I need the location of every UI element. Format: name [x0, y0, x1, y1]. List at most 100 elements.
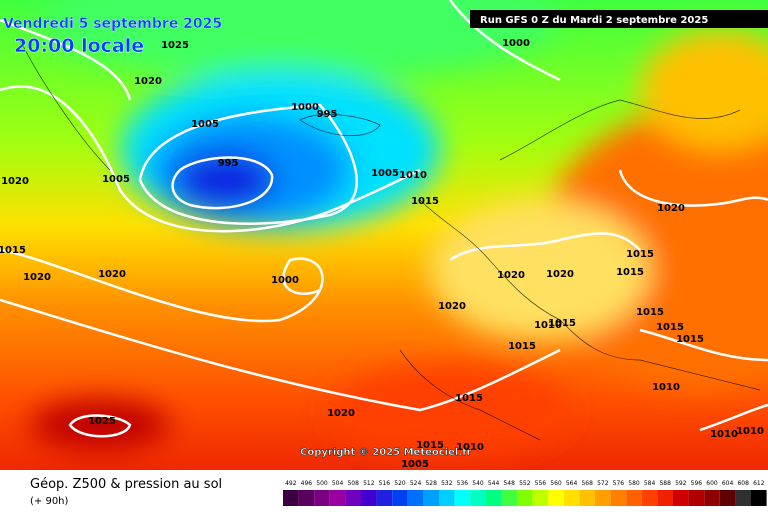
- scale-swatch: [751, 490, 767, 506]
- isobar-label: 1025: [88, 416, 116, 427]
- isobar-label: 1005: [401, 459, 429, 470]
- scale-label: 604: [722, 480, 734, 487]
- scale-swatch: [579, 490, 595, 506]
- scale-label: 556: [535, 480, 547, 487]
- scale-swatch: [719, 490, 736, 506]
- isobars: [0, 0, 768, 436]
- scale-swatch: [392, 490, 408, 506]
- scale-label: 564: [566, 480, 578, 487]
- scale-swatch: [423, 490, 439, 506]
- isobar-label: 1015: [676, 334, 704, 345]
- scale-label: 500: [316, 480, 328, 487]
- isobar-label: 1015: [548, 318, 576, 329]
- isobar-label: 1005: [371, 168, 399, 179]
- scale-swatch: [345, 490, 361, 506]
- scale-swatch: [657, 490, 673, 506]
- scale-swatch: [454, 490, 471, 506]
- isobar-label: 1015: [455, 393, 483, 404]
- color-scale: 492 496 500 504 508 512 516 520 524 528 532 536 540 5…: [283, 480, 767, 506]
- scale-swatch: [376, 490, 393, 506]
- scale-label: 592: [675, 480, 687, 487]
- forecast-time: 20:00 locale: [14, 35, 144, 57]
- scale-label: 612: [753, 480, 765, 487]
- isobar-label: 1015: [656, 322, 684, 333]
- scale-label: 548: [503, 480, 515, 487]
- scale-label: 504: [332, 480, 344, 487]
- isobar-label: 1010: [456, 442, 484, 453]
- copyright: Copyright © 2025 Meteociel.fr: [300, 447, 471, 458]
- scale-label: 584: [644, 480, 656, 487]
- run-banner: [470, 10, 768, 28]
- scale-swatch: [626, 490, 642, 506]
- scale-label: 536: [457, 480, 469, 487]
- isobar-label: 1005: [102, 174, 130, 185]
- isobar-label: 1010: [399, 170, 427, 181]
- scale-label: 568: [581, 480, 593, 487]
- scale-swatch: [517, 490, 533, 506]
- scale-swatch: [470, 490, 486, 506]
- isobar-label: 1015: [416, 440, 444, 451]
- isobar-label: 1015: [508, 341, 536, 352]
- isobar-label: 1020: [1, 176, 29, 187]
- scale-label: 588: [659, 480, 671, 487]
- scale-swatch: [595, 490, 611, 506]
- isobar-label: 1020: [98, 269, 126, 280]
- isobar-label: 1015: [636, 307, 664, 318]
- footer-title: Géop. Z500 & pression au sol: [30, 477, 222, 492]
- scale-swatch: [329, 490, 346, 506]
- scale-swatch: [610, 490, 627, 506]
- isobar-label: 1010: [652, 382, 680, 393]
- isobar-label: 1020: [134, 76, 162, 87]
- scale-label: 512: [363, 480, 375, 487]
- scale-label: 508: [347, 480, 359, 487]
- scale-label: 544: [488, 480, 500, 487]
- footer-lead: (+ 90h): [30, 496, 69, 507]
- scale-swatch: [735, 490, 751, 506]
- scale-swatch: [548, 490, 564, 506]
- isobar-label: 1020: [657, 203, 685, 214]
- scale-label: 492: [285, 480, 297, 487]
- isobar-label: 1010: [710, 429, 738, 440]
- isobar-label: 1000: [271, 275, 299, 286]
- isobar-label: 1010: [534, 320, 562, 331]
- scale-label: 528: [425, 480, 437, 487]
- scale-swatch: [314, 490, 330, 506]
- scale-label: 524: [410, 480, 422, 487]
- isobar-label: 1005: [191, 119, 219, 130]
- isobar-label: 1020: [327, 408, 355, 419]
- run-info: Run GFS 0 Z du Mardi 2 septembre 2025: [480, 15, 708, 26]
- scale-swatch: [501, 490, 517, 506]
- scale-swatch: [485, 490, 502, 506]
- scale-label: 596: [691, 480, 703, 487]
- isobar-label: 1000: [502, 38, 530, 49]
- scale-swatch: [641, 490, 658, 506]
- scale-label: 572: [597, 480, 609, 487]
- isobar-label: 1020: [438, 301, 466, 312]
- isobar-label: 1010: [736, 426, 764, 437]
- scale-label: 600: [706, 480, 718, 487]
- isobar-label: 1015: [0, 245, 26, 256]
- scale-label: 516: [379, 480, 391, 487]
- scale-label: 552: [519, 480, 531, 487]
- scale-swatch: [563, 490, 580, 506]
- scale-swatch: [688, 490, 705, 506]
- scale-label: 608: [737, 480, 749, 487]
- scale-swatch: [407, 490, 424, 506]
- isobar-label: 1020: [546, 269, 574, 280]
- isobar-label: 1015: [411, 196, 439, 207]
- forecast-date: Vendredi 5 septembre 2025: [3, 16, 222, 32]
- scale-swatch: [439, 490, 455, 506]
- isobar-label: 1015: [626, 249, 654, 260]
- isobar-label: 995: [317, 109, 338, 120]
- isobar-label: 1020: [497, 270, 525, 281]
- isobar-label: 1015: [616, 267, 644, 278]
- scale-swatch: [298, 490, 315, 506]
- scale-swatch: [673, 490, 689, 506]
- scale-label: 580: [628, 480, 640, 487]
- isobar-label: 1025: [161, 40, 189, 51]
- scale-swatch: [283, 490, 299, 506]
- scale-swatch: [704, 490, 720, 506]
